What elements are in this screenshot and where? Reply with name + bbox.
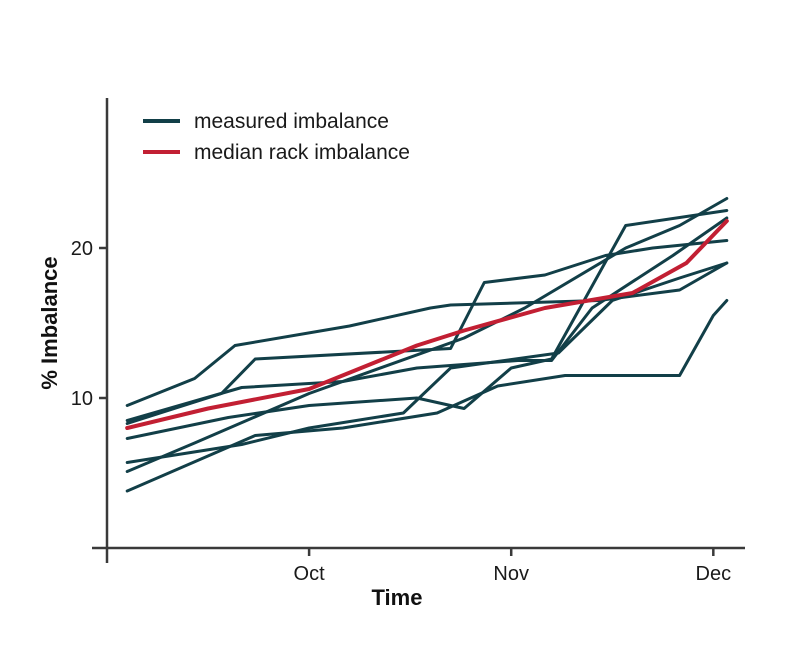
series-line-measured-imbalance-7 xyxy=(125,299,729,493)
series-line-measured-imbalance-5 xyxy=(125,209,729,440)
series-line-measured-imbalance-3 xyxy=(125,216,729,422)
x-tick-label-dec: Dec xyxy=(696,563,732,585)
legend: measured imbalance median rack imbalance xyxy=(143,110,410,164)
x-tick-label-oct: Oct xyxy=(294,563,326,585)
y-tick-label-10: 10 xyxy=(71,388,93,410)
x-axis-title: Time xyxy=(372,585,423,610)
series-line-median-rack-imbalance xyxy=(125,219,729,430)
series-line-measured-imbalance-6 xyxy=(125,197,729,473)
legend-label-measured-imbalance: measured imbalance xyxy=(194,110,389,133)
series-group xyxy=(125,197,729,493)
series-line-measured-imbalance-1 xyxy=(125,261,729,407)
y-tick-label-20: 20 xyxy=(71,238,93,260)
legend-label-median-rack-imbalance: median rack imbalance xyxy=(194,141,410,164)
y-axis-title: % Imbalance xyxy=(37,256,62,389)
series-line-measured-imbalance-4 xyxy=(125,261,729,464)
x-tick-label-nov: Nov xyxy=(493,563,529,585)
series-line-measured-imbalance-2 xyxy=(125,239,729,425)
x-ticks: Oct Nov Dec xyxy=(294,548,732,585)
y-ticks: 10 20 xyxy=(71,238,107,410)
